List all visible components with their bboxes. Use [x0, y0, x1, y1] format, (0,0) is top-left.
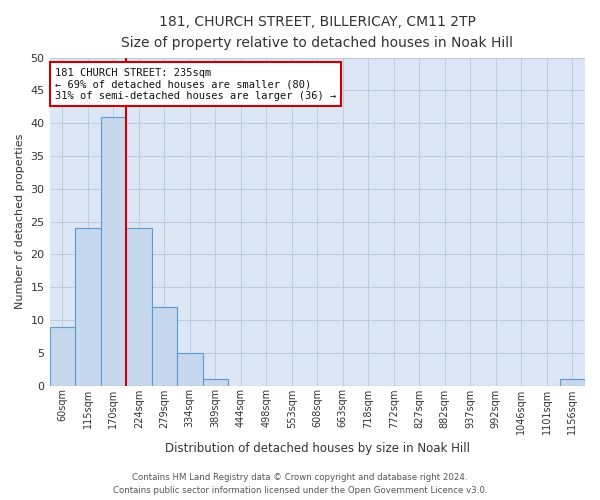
Bar [75, 228, 101, 386]
Bar [203, 379, 228, 386]
X-axis label: Distribution of detached houses by size in Noak Hill: Distribution of detached houses by size … [165, 442, 470, 455]
Text: 181 CHURCH STREET: 235sqm
← 69% of detached houses are smaller (80)
31% of semi-: 181 CHURCH STREET: 235sqm ← 69% of detac… [55, 68, 336, 100]
Bar [126, 228, 152, 386]
Y-axis label: Number of detached properties: Number of detached properties [15, 134, 25, 310]
Text: Contains HM Land Registry data © Crown copyright and database right 2024.
Contai: Contains HM Land Registry data © Crown c… [113, 474, 487, 495]
Bar [177, 352, 203, 386]
Bar [152, 307, 177, 386]
Bar [50, 326, 75, 386]
Bar [101, 116, 126, 386]
Title: 181, CHURCH STREET, BILLERICAY, CM11 2TP
Size of property relative to detached h: 181, CHURCH STREET, BILLERICAY, CM11 2TP… [121, 15, 513, 50]
Bar [560, 379, 585, 386]
